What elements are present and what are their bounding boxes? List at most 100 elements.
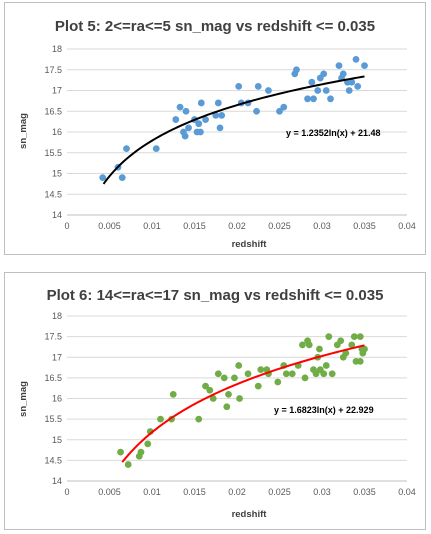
- data-point: [361, 345, 368, 353]
- data-point: [320, 370, 328, 378]
- data-point: [157, 415, 164, 423]
- data-point: [356, 333, 364, 341]
- data-point: [352, 55, 360, 63]
- data-point: [235, 82, 243, 90]
- data-point: [280, 103, 288, 111]
- data-point: [206, 386, 214, 394]
- data-point: [181, 132, 189, 140]
- data-point: [202, 116, 209, 123]
- x-tick-label: 0.01: [143, 221, 161, 231]
- chart-panel-plot5: 14 14.5 15 15.5 16 16.5 17 17.5 18 0 0.005 0.01 0.01…: [4, 2, 426, 255]
- data-point: [299, 341, 306, 349]
- chart-title: Plot 5: 2<=ra<=5 sn_mag vs redshift <= 0…: [55, 18, 375, 35]
- data-point: [152, 145, 160, 153]
- data-point: [310, 95, 317, 103]
- data-point: [185, 124, 192, 132]
- y-tick-label: 17: [52, 352, 62, 362]
- chart-plot6: 14 14.5 15 15.5 16 16.5 17 17.5 18 0 0.005 0.01 0.01…: [18, 287, 416, 520]
- data-point: [176, 103, 184, 111]
- data-point: [301, 374, 309, 382]
- data-point: [350, 333, 358, 341]
- data-point: [172, 116, 180, 123]
- data-point: [182, 107, 190, 115]
- data-point: [216, 124, 224, 132]
- y-tick-label: 17: [52, 86, 62, 96]
- data-point: [220, 374, 228, 382]
- data-point: [144, 440, 152, 448]
- x-tick-label: 0.025: [268, 221, 291, 231]
- data-point: [361, 62, 368, 69]
- data-point: [254, 82, 262, 90]
- data-point: [253, 107, 260, 115]
- x-tick-label: 0: [64, 221, 69, 231]
- data-point: [308, 78, 316, 86]
- x-tick-label: 0: [64, 487, 69, 497]
- y-tick-label: 15.5: [44, 148, 62, 158]
- data-point: [276, 107, 283, 115]
- x-tick-label: 0.005: [98, 487, 121, 497]
- data-point: [197, 99, 205, 107]
- data-point: [195, 120, 203, 128]
- data-point: [339, 70, 347, 78]
- x-tick-label: 0.01: [143, 487, 161, 497]
- data-point: [314, 87, 322, 94]
- data-point: [235, 362, 243, 369]
- data-point: [118, 174, 126, 182]
- x-tick-label: 0.015: [183, 487, 206, 497]
- data-point: [254, 382, 262, 390]
- data-point: [305, 341, 313, 349]
- y-tick-label: 15: [52, 169, 62, 179]
- data-point: [202, 382, 209, 390]
- chart-panel-plot6: 14 14.5 15 15.5 16 16.5 17 17.5 18 0 0.005 0.01 0.01…: [4, 272, 426, 530]
- data-point: [236, 395, 243, 402]
- data-point: [348, 341, 356, 349]
- data-point: [223, 403, 231, 411]
- data-point: [212, 112, 220, 119]
- data-point: [209, 395, 217, 402]
- data-point: [288, 370, 296, 378]
- data-point: [312, 370, 320, 378]
- x-tick-label: 0.015: [183, 221, 206, 231]
- y-axis-label: sn_mag: [18, 113, 29, 149]
- data-point: [304, 95, 311, 103]
- x-tick-label: 0.025: [268, 487, 291, 497]
- x-tick-label: 0.04: [398, 221, 416, 231]
- y-tick-label: 14.5: [44, 189, 62, 199]
- data-point: [282, 370, 290, 378]
- data-point: [354, 82, 362, 90]
- x-tick-label: 0.03: [313, 221, 331, 231]
- data-point: [99, 174, 107, 182]
- chart-title: Plot 6: 14<=ra<=17 sn_mag vs redshift <=…: [47, 287, 384, 304]
- plot-area: 14 14.5 15 15.5 16 16.5 17 17.5 18 0 0.005 0.01 0.01…: [44, 311, 415, 497]
- data-point: [137, 448, 145, 456]
- x-tick-label: 0.03: [313, 487, 331, 497]
- plot-area: 14 14.5 15 15.5 16 16.5 17 17.5 18 0 0.005 0.01 0.01…: [44, 44, 415, 231]
- x-tick-label: 0.035: [353, 487, 376, 497]
- data-point: [169, 390, 177, 398]
- y-tick-label: 15: [52, 435, 62, 445]
- x-tick-label: 0.035: [353, 221, 376, 231]
- data-point: [320, 70, 328, 78]
- data-point: [293, 66, 300, 74]
- data-point: [342, 349, 350, 357]
- y-tick-label: 17.5: [44, 332, 62, 342]
- y-tick-label: 14: [52, 476, 62, 486]
- x-tick-label: 0.02: [228, 487, 246, 497]
- data-point: [348, 78, 356, 86]
- data-point: [214, 99, 222, 107]
- x-axis-label: redshift: [232, 509, 268, 520]
- chart-plot5: 14 14.5 15 15.5 16 16.5 17 17.5 18 0 0.005 0.01 0.01…: [18, 18, 416, 250]
- y-tick-label: 18: [52, 311, 62, 321]
- data-point: [195, 415, 203, 423]
- x-axis-label: redshift: [232, 239, 268, 250]
- data-point: [214, 370, 222, 378]
- y-tick-label: 17.5: [44, 65, 62, 75]
- y-tick-label: 14.5: [44, 455, 62, 465]
- y-tick-label: 16: [52, 394, 62, 404]
- data-point: [356, 357, 364, 365]
- data-point: [225, 390, 232, 398]
- trendline: [102, 75, 365, 185]
- y-tick-label: 14: [52, 210, 62, 220]
- trendline-equation: y = 1.2352ln(x) + 21.48: [286, 128, 381, 138]
- y-tick-label: 16.5: [44, 373, 62, 383]
